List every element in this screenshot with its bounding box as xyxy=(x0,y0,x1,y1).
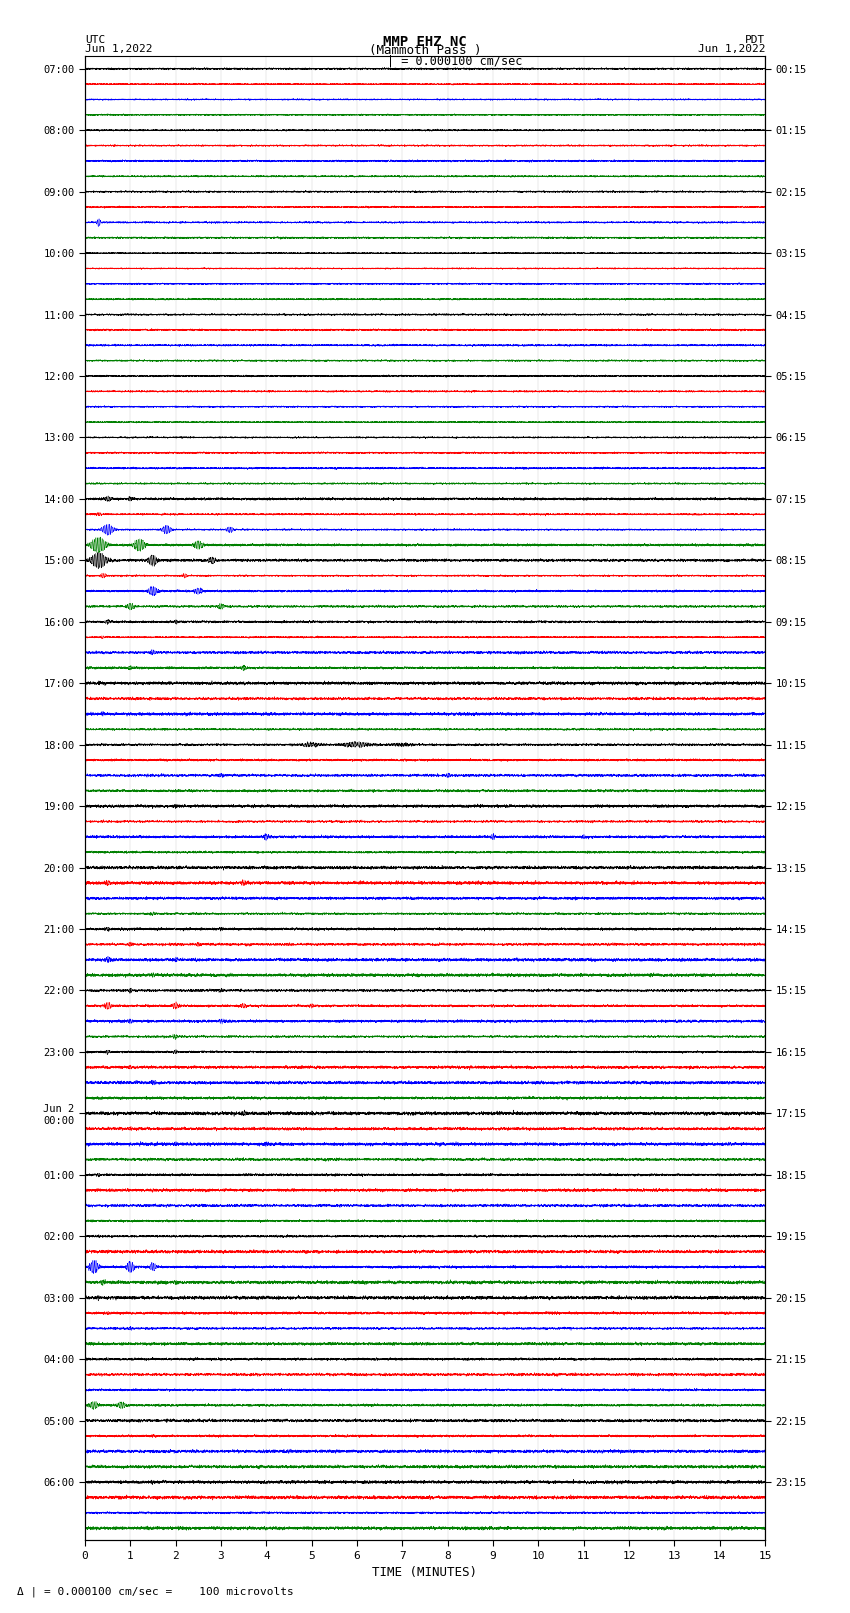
Text: UTC: UTC xyxy=(85,35,105,45)
Text: | = 0.000100 cm/sec: | = 0.000100 cm/sec xyxy=(387,53,522,68)
X-axis label: TIME (MINUTES): TIME (MINUTES) xyxy=(372,1566,478,1579)
Text: Jun 1,2022: Jun 1,2022 xyxy=(85,44,152,55)
Text: Jun 1,2022: Jun 1,2022 xyxy=(698,44,765,55)
Text: PDT: PDT xyxy=(745,35,765,45)
Text: (Mammoth Pass ): (Mammoth Pass ) xyxy=(369,44,481,58)
Text: Δ | = 0.000100 cm/sec =    100 microvolts: Δ | = 0.000100 cm/sec = 100 microvolts xyxy=(17,1586,294,1597)
Text: MMP EHZ NC: MMP EHZ NC xyxy=(383,35,467,48)
